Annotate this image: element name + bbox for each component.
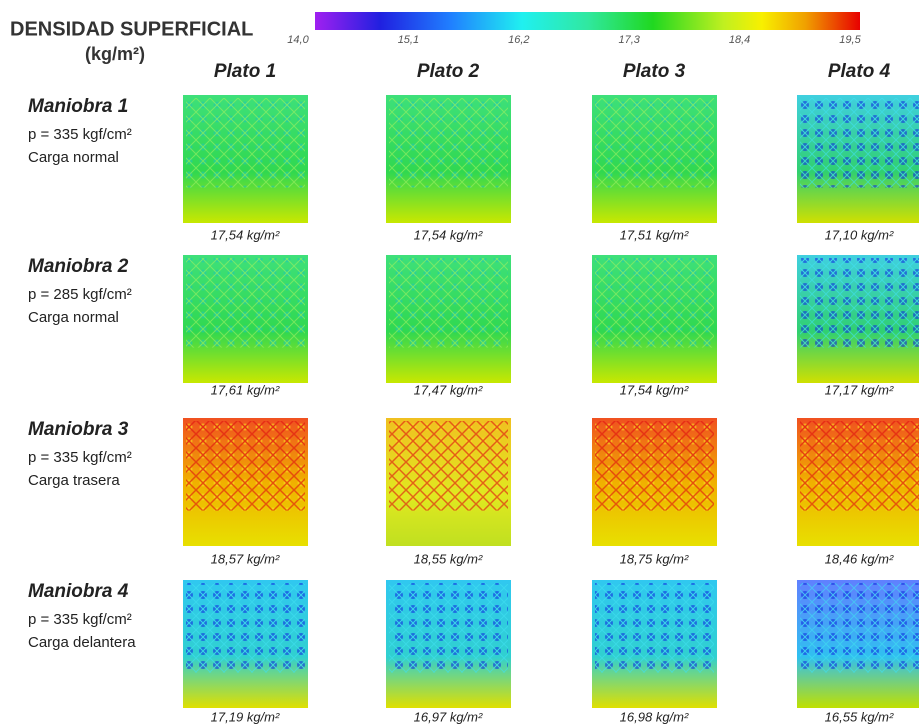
heatmap-pattern <box>186 258 305 348</box>
heatmap-pattern <box>800 583 919 673</box>
colorbar <box>315 12 860 30</box>
figure: DENSIDAD SUPERFICIAL (kg/m²) 14,0 15,1 16,… <box>0 0 919 727</box>
colorbar-tick: 15,1 <box>398 34 419 46</box>
heatmap-pattern <box>186 583 305 673</box>
cell-value: 18,55 kg/m² <box>414 551 483 566</box>
column-header: Plato 2 <box>417 61 480 82</box>
heatmap-pattern <box>186 98 305 188</box>
colorbar-tick: 17,3 <box>618 34 640 46</box>
cell-value: 18,75 kg/m² <box>620 551 689 566</box>
cell-value: 17,19 kg/m² <box>211 709 280 724</box>
heatmap-pattern <box>389 258 508 348</box>
heatmap-pattern <box>800 98 919 188</box>
cell-value: 17,54 kg/m² <box>211 227 280 242</box>
colorbar-tick: 19,5 <box>839 34 861 46</box>
column-header: Plato 4 <box>828 61 891 82</box>
colorbar-tick: 14,0 <box>287 34 309 46</box>
cell-value: 18,57 kg/m² <box>211 551 280 566</box>
row-load: Carga normal <box>28 309 119 326</box>
row-load: Carga normal <box>28 149 119 166</box>
cell-value: 16,97 kg/m² <box>414 709 483 724</box>
row-label: Maniobra 3 <box>28 419 129 440</box>
row-load: Carga trasera <box>28 472 120 489</box>
cell-value: 17,61 kg/m² <box>211 382 280 397</box>
heatmap-pattern <box>389 98 508 188</box>
heatmap-pattern <box>186 421 305 511</box>
column-header: Plato 1 <box>214 61 276 82</box>
heatmap-pattern <box>595 421 714 511</box>
cell-value: 17,10 kg/m² <box>825 227 894 242</box>
heatmap-pattern <box>389 583 508 673</box>
colorbar-tick: 16,2 <box>508 34 529 46</box>
row-pressure: p = 335 kgf/cm² <box>28 611 132 628</box>
cell-value: 17,54 kg/m² <box>414 227 483 242</box>
colorbar-tick: 18,4 <box>729 34 750 46</box>
row-label: Maniobra 2 <box>28 256 129 277</box>
heatmap-pattern <box>800 421 919 511</box>
cell-value: 17,54 kg/m² <box>620 382 689 397</box>
heatmap-pattern <box>389 421 508 511</box>
cell-value: 17,51 kg/m² <box>620 227 689 242</box>
row-label: Maniobra 1 <box>28 96 128 117</box>
row-pressure: p = 335 kgf/cm² <box>28 126 132 143</box>
cell-value: 16,55 kg/m² <box>825 709 894 724</box>
title: DENSIDAD SUPERFICIAL <box>10 18 253 40</box>
cell-value: 18,46 kg/m² <box>825 551 894 566</box>
row-pressure: p = 285 kgf/cm² <box>28 286 132 303</box>
heatmap-pattern <box>800 258 919 348</box>
cell-value: 17,47 kg/m² <box>414 382 483 397</box>
row-label: Maniobra 4 <box>28 581 129 602</box>
cell-value: 16,98 kg/m² <box>620 709 689 724</box>
row-pressure: p = 335 kgf/cm² <box>28 449 132 466</box>
heatmap-pattern <box>595 98 714 188</box>
unit: (kg/m²) <box>85 44 145 64</box>
column-header: Plato 3 <box>623 61 686 82</box>
heatmap-pattern <box>595 258 714 348</box>
row-load: Carga delantera <box>28 634 136 651</box>
heatmap-pattern <box>595 583 714 673</box>
cell-value: 17,17 kg/m² <box>825 382 894 397</box>
